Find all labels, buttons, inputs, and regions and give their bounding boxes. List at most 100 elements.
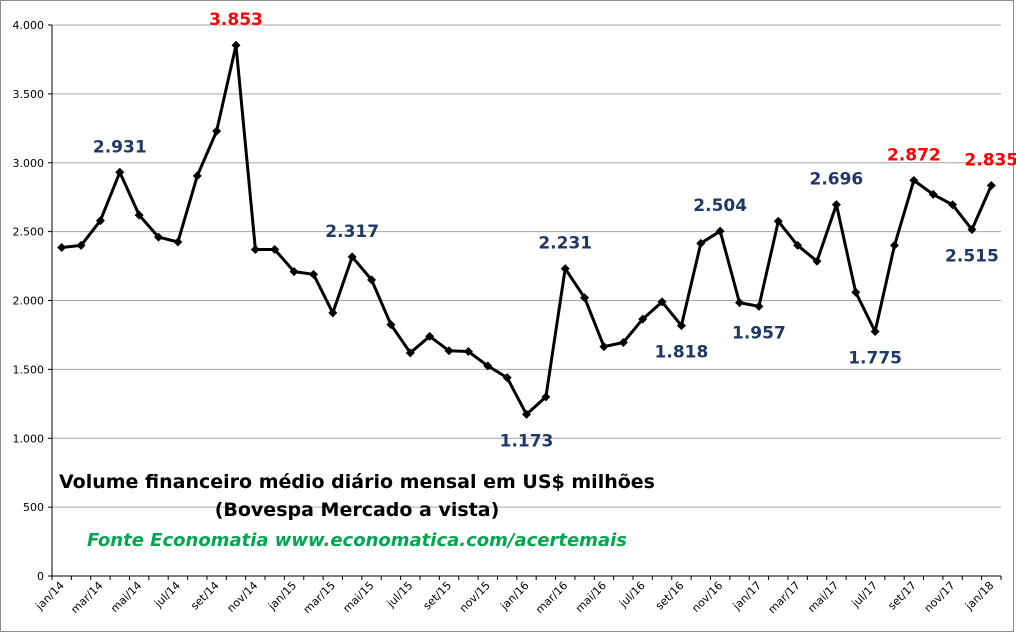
x-tick-label: mar/17 [766,579,803,616]
data-point-marker [231,40,241,50]
series-markers [57,40,996,419]
x-tick-label: jan/18 [962,579,996,613]
x-tick-label: nov/17 [922,579,958,615]
data-label: 2.317 [325,222,379,242]
data-point-marker [95,216,105,226]
y-tick-label: 1.000 [13,432,45,445]
gridlines [52,24,1001,508]
data-point-marker [793,240,803,250]
data-labels: 2.931 3.853 2.317 1.173 2.231 1.818 2.504 1.957… [93,10,1016,451]
data-point-marker [948,200,958,210]
y-tick-label: 4.000 [13,19,45,32]
data-point-marker [773,216,783,226]
data-point-marker [909,175,919,185]
chart-title-block: Volume financeiro médio diário mensal em… [59,471,655,551]
data-point-marker [967,225,977,235]
x-tick-label: mai/16 [573,579,609,615]
y-tick-label: 0 [37,570,44,583]
x-tick-label: mai/14 [108,579,144,615]
y-tick-label: 500 [23,501,44,514]
y-tick-label: 2.000 [13,295,45,308]
data-point-marker [638,314,648,324]
data-point-marker [444,346,454,356]
data-label: 2.931 [93,137,147,157]
x-tick-label: jul/14 [151,579,183,611]
data-point-marker [192,171,202,181]
data-label: 3.853 [209,10,263,30]
x-tick-label: mar/16 [533,579,570,616]
y-tick-label: 1.500 [13,363,45,376]
data-point-marker [463,346,473,356]
data-point-marker [580,293,590,303]
data-point-marker [560,264,570,274]
data-label: 2.835 [964,150,1016,170]
data-label: 2.696 [809,170,863,190]
x-tick-label: mar/14 [68,579,105,616]
data-point-marker [425,331,435,341]
data-point-marker [696,238,706,248]
data-point-marker [347,252,357,262]
x-tick-label: jul/17 [849,579,881,611]
data-label: 2.515 [945,247,999,267]
data-point-marker [115,167,125,177]
data-point-marker [250,245,260,255]
data-point-marker [928,189,938,199]
x-tick-label: jan/17 [730,579,764,613]
data-point-marker [367,275,377,285]
data-point-marker [986,180,996,190]
x-tick-label: nov/15 [457,579,493,615]
x-tick-label: nov/14 [224,579,260,615]
data-point-marker [676,321,686,331]
data-point-marker [657,297,667,307]
data-point-marker [328,308,338,318]
data-point-marker [308,269,318,279]
data-label: 2.504 [693,196,747,216]
data-label: 2.872 [887,145,941,165]
y-tick-label: 3.000 [13,157,45,170]
data-point-marker [870,326,880,336]
data-point-marker [154,232,164,242]
x-tick-label: jan/14 [33,579,67,613]
data-label: 1.775 [848,348,902,368]
chart-title-line-1: Volume financeiro médio diário mensal em… [59,471,655,493]
data-point-marker [618,338,628,348]
data-point-marker [502,373,512,383]
data-point-marker [483,361,493,371]
x-tick-label: nov/16 [689,579,725,615]
x-tick-label: jul/16 [616,579,648,611]
x-tick-label: jan/16 [497,579,531,613]
data-point-marker [212,126,222,136]
chart-source-note: Fonte Economatia www.economatica.com/ace… [87,530,627,551]
x-tick-label: set/17 [885,579,919,613]
data-label: 1.818 [655,343,709,363]
data-point-marker [57,242,67,252]
data-point-marker [289,267,299,277]
x-tick-label: jul/15 [384,579,416,611]
data-label: 1.957 [732,323,786,343]
data-point-marker [812,256,822,266]
x-tick-label: mai/17 [805,579,841,615]
y-tick-labels: 0 500 1.000 1.500 2.000 2.500 3.000 3.500 4.000 [13,19,52,583]
x-tick-label: set/16 [653,579,687,613]
data-label: 1.173 [500,431,554,451]
data-point-marker [831,200,841,210]
data-point-marker [541,392,551,402]
x-tick-labels: jan/14 mar/14 mai/14 jul/14 set/14 nov/14 jan/… [33,576,1002,616]
data-point-marker [270,245,280,255]
data-point-marker [173,237,183,247]
data-point-marker [76,240,86,250]
data-point-marker [405,348,415,358]
data-point-marker [754,301,764,311]
x-tick-label: set/14 [188,579,222,613]
data-point-marker [599,342,609,352]
x-tick-label: jan/15 [265,579,299,613]
x-tick-label: mai/15 [340,579,376,615]
data-point-marker [715,226,725,236]
data-point-marker [735,298,745,308]
x-tick-label: mar/15 [301,579,338,616]
data-point-marker [851,287,861,297]
x-tick-label: set/15 [421,579,455,613]
data-point-marker [522,409,531,419]
data-point-marker [134,210,144,220]
